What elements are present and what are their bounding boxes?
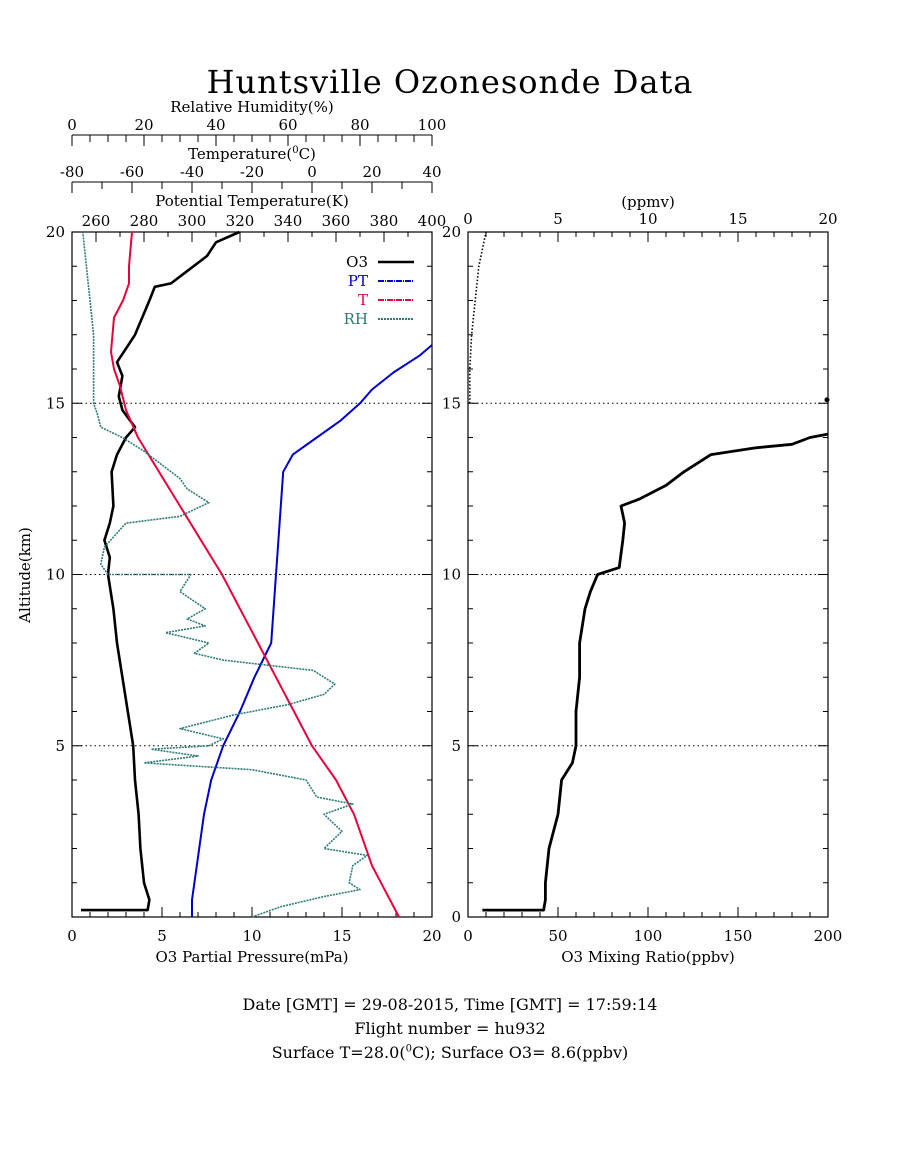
- pt-tick-label: 320: [226, 212, 255, 230]
- ppbv-tick-label: 150: [724, 927, 753, 945]
- left-y-tick-label: 15: [46, 394, 65, 412]
- left-series: [81, 230, 433, 918]
- pt-tick-label: 360: [322, 212, 351, 230]
- left-y-tick-label: 5: [55, 737, 65, 755]
- temperature-tick-label: 20: [362, 163, 381, 181]
- pt-axis-label: Potential Temperature(K): [155, 192, 349, 210]
- right-y-tick-label: 5: [451, 737, 461, 755]
- temperature-tick-label: 40: [422, 163, 441, 181]
- temperature-tick-label: 0: [307, 163, 317, 181]
- legend-label-t: T: [358, 291, 368, 309]
- right-y-tick-label: 15: [442, 394, 461, 412]
- series-rh-line: [82, 231, 368, 918]
- rh-axis-label: Relative Humidity(%): [170, 98, 333, 116]
- right-y-tick-label: 0: [451, 908, 461, 926]
- ppmv-tick-label: 5: [553, 210, 563, 228]
- legend-label-rh: RH: [344, 310, 368, 328]
- o3-tick-label: 15: [332, 927, 351, 945]
- mixing-ratio-ppbv-line: [482, 432, 829, 912]
- rh-tick-label: 80: [350, 116, 369, 134]
- footer-surface-text-b: C); Surface O3= 8.6(ppbv): [411, 1043, 629, 1062]
- rh-tick-label: 60: [278, 116, 297, 134]
- temperature-tick-label: -40: [180, 163, 204, 181]
- mixing-ratio-marker: [824, 397, 830, 403]
- o3-tick-label: 10: [242, 927, 261, 945]
- legend-label-o3: O3: [346, 253, 368, 271]
- altitude-axis-label: Altitude(km): [16, 527, 34, 624]
- footer-surface-line: Surface T=28.0(0C); Surface O3= 8.6(ppbv…: [0, 1043, 900, 1062]
- pt-tick-label: 280: [130, 212, 159, 230]
- pt-tick-label: 380: [370, 212, 399, 230]
- ppbv-tick-label: 50: [548, 927, 567, 945]
- t-axis-label: Temperature(0C): [188, 145, 316, 163]
- right-series: [469, 231, 830, 912]
- o3-tick-label: 20: [422, 927, 441, 945]
- left-y-tick-label: 10: [46, 566, 65, 584]
- left-y-tick-label: 20: [46, 223, 65, 241]
- footer-surface-text-a: Surface T=28.0(: [271, 1043, 406, 1062]
- rh-tick-label: 20: [134, 116, 153, 134]
- temperature-tick-label: -80: [60, 163, 84, 181]
- series-o3-line: [81, 230, 240, 912]
- right-y-tick-label: 10: [442, 566, 461, 584]
- temperature-tick-label: -20: [240, 163, 264, 181]
- o3-axis-label: O3 Partial Pressure(mPa): [155, 948, 348, 966]
- right-y-tick-label: 20: [442, 223, 461, 241]
- footer-date-line: Date [GMT] = 29-08-2015, Time [GMT] = 17…: [242, 995, 658, 1014]
- ppbv-tick-label: 0: [463, 927, 473, 945]
- ppmv-tick-label: 10: [638, 210, 657, 228]
- temperature-tick-label: -60: [120, 163, 144, 181]
- right-grid: [468, 402, 828, 747]
- pt-tick-label: 300: [178, 212, 207, 230]
- ppmv-tick-label: 15: [728, 210, 747, 228]
- rh-tick-label: 100: [418, 116, 447, 134]
- pt-tick-label: 260: [82, 212, 111, 230]
- ppmv-axis-label: (ppmv): [621, 193, 675, 211]
- footer-surface-sup: 0: [405, 1043, 412, 1055]
- mixing-ratio-ppmv-line: [469, 231, 487, 404]
- rh-tick-label: 0: [67, 116, 77, 134]
- ppmv-tick-label: 0: [463, 210, 473, 228]
- pt-tick-label: 340: [274, 212, 303, 230]
- pt-tick-label: 400: [418, 212, 447, 230]
- series-t-line: [110, 231, 400, 918]
- ppmv-tick-label: 20: [818, 210, 837, 228]
- o3-tick-label: 0: [67, 927, 77, 945]
- o3-tick-label: 5: [157, 927, 167, 945]
- ppbv-tick-label: 100: [634, 927, 663, 945]
- footer-flight-line: Flight number = hu932: [354, 1019, 546, 1038]
- legend-label-pt: PT: [348, 272, 368, 290]
- figure-title: Huntsville Ozonesonde Data: [207, 63, 694, 101]
- series-pt-line: [191, 344, 433, 917]
- mixing-ratio-axis-label: O3 Mixing Ratio(ppbv): [561, 948, 734, 966]
- ppbv-tick-label: 200: [814, 927, 843, 945]
- rh-tick-label: 40: [206, 116, 225, 134]
